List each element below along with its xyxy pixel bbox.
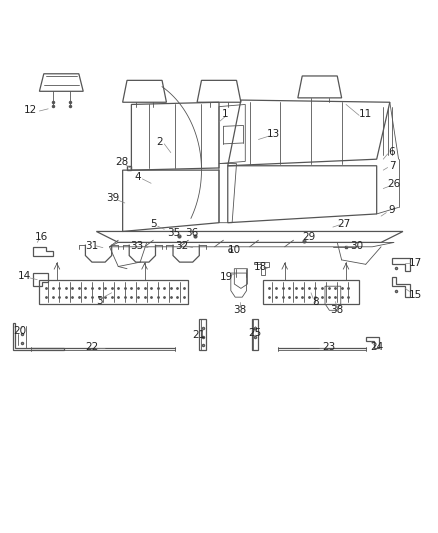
Text: 23: 23 — [322, 342, 335, 352]
Text: 21: 21 — [193, 330, 206, 340]
Text: 15: 15 — [409, 290, 422, 300]
Text: 39: 39 — [106, 193, 120, 203]
Text: 17: 17 — [409, 258, 422, 268]
Text: 14: 14 — [18, 271, 31, 281]
Text: 27: 27 — [337, 219, 350, 229]
Text: 33: 33 — [131, 241, 144, 251]
Text: 26: 26 — [388, 179, 401, 189]
Text: 7: 7 — [389, 161, 396, 171]
Text: 12: 12 — [24, 104, 37, 115]
Text: 18: 18 — [254, 262, 267, 272]
Text: 3: 3 — [96, 296, 103, 305]
Text: 11: 11 — [359, 109, 372, 119]
Text: 10: 10 — [228, 245, 241, 255]
Text: 4: 4 — [134, 172, 141, 182]
Text: 38: 38 — [233, 305, 247, 316]
Text: 35: 35 — [167, 228, 180, 238]
Text: 16: 16 — [35, 232, 48, 242]
Text: 25: 25 — [248, 328, 261, 338]
Text: 6: 6 — [389, 147, 396, 157]
Text: 5: 5 — [150, 219, 157, 229]
Text: 9: 9 — [389, 205, 396, 215]
Text: 32: 32 — [175, 241, 188, 251]
Text: 29: 29 — [302, 232, 315, 242]
Text: 20: 20 — [13, 326, 26, 336]
Text: 13: 13 — [267, 129, 280, 139]
Text: 1: 1 — [222, 109, 229, 119]
Text: 28: 28 — [115, 157, 128, 167]
Text: 38: 38 — [331, 305, 344, 316]
Text: 22: 22 — [85, 342, 99, 352]
Text: 30: 30 — [350, 241, 364, 251]
Text: 8: 8 — [312, 296, 319, 306]
Text: 36: 36 — [185, 228, 198, 238]
Text: 31: 31 — [85, 241, 99, 251]
Text: 24: 24 — [370, 342, 383, 352]
Text: 2: 2 — [156, 136, 163, 147]
Text: 19: 19 — [220, 272, 233, 281]
